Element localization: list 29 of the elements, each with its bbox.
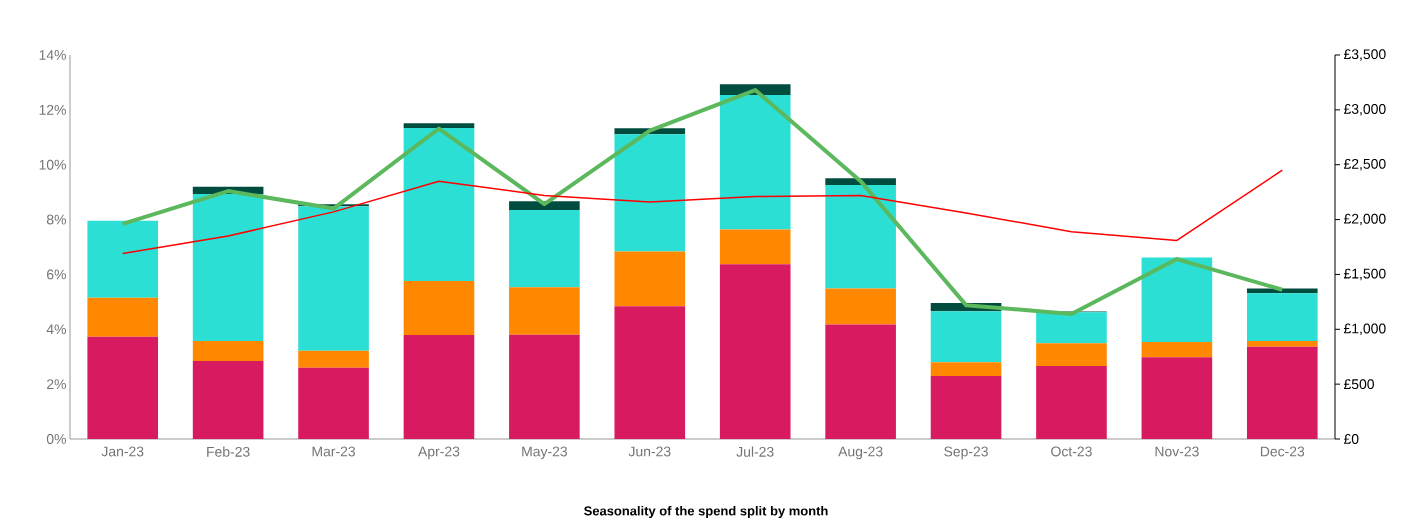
y-tick-label: 12%	[39, 104, 66, 115]
y2-tick-label: £1,500	[1343, 268, 1386, 281]
y2-tick-label: £1,000	[1343, 323, 1386, 336]
x-tick-label: Jul-23	[736, 446, 774, 457]
x-tick-label: Feb-23	[207, 446, 250, 457]
x-tick-label: Dec-23	[1260, 446, 1305, 457]
x-tick-label: Apr-23	[418, 446, 460, 460]
x-tick-label: Mar-23	[312, 446, 356, 457]
y-tick-label: 4%	[46, 324, 66, 335]
y-tick-label: 6%	[47, 269, 66, 280]
y2-tick-label: £3,000	[1343, 104, 1386, 116]
x-tick-label: Jan-23	[101, 446, 144, 457]
y2-tick-label: £500	[1343, 379, 1374, 390]
y-tick-label: 14%	[39, 50, 66, 60]
y-tick-label: 0%	[46, 434, 66, 444]
y2-tick-label: £2,000	[1343, 213, 1386, 226]
x-tick-label: Aug-23	[838, 446, 883, 460]
y-tick-label: 10%	[39, 159, 66, 170]
y-tick-label: 2%	[47, 379, 66, 390]
text: Seasonality of the spend split by month	[584, 505, 828, 519]
y2-tick-label: £2,500	[1343, 158, 1386, 171]
x-tick-label: Jun-23	[628, 446, 671, 457]
x-tick-label: May-23	[522, 446, 568, 460]
y-tick-label: 8%	[46, 214, 66, 225]
x-tick-label: Nov-23	[1155, 446, 1199, 457]
y2-tick-label: £0	[1343, 434, 1359, 444]
x-tick-label: Sep-23	[944, 446, 988, 460]
y2-tick-label: £3,500	[1343, 49, 1386, 61]
x-tick-label: Oct-23	[1051, 446, 1092, 457]
